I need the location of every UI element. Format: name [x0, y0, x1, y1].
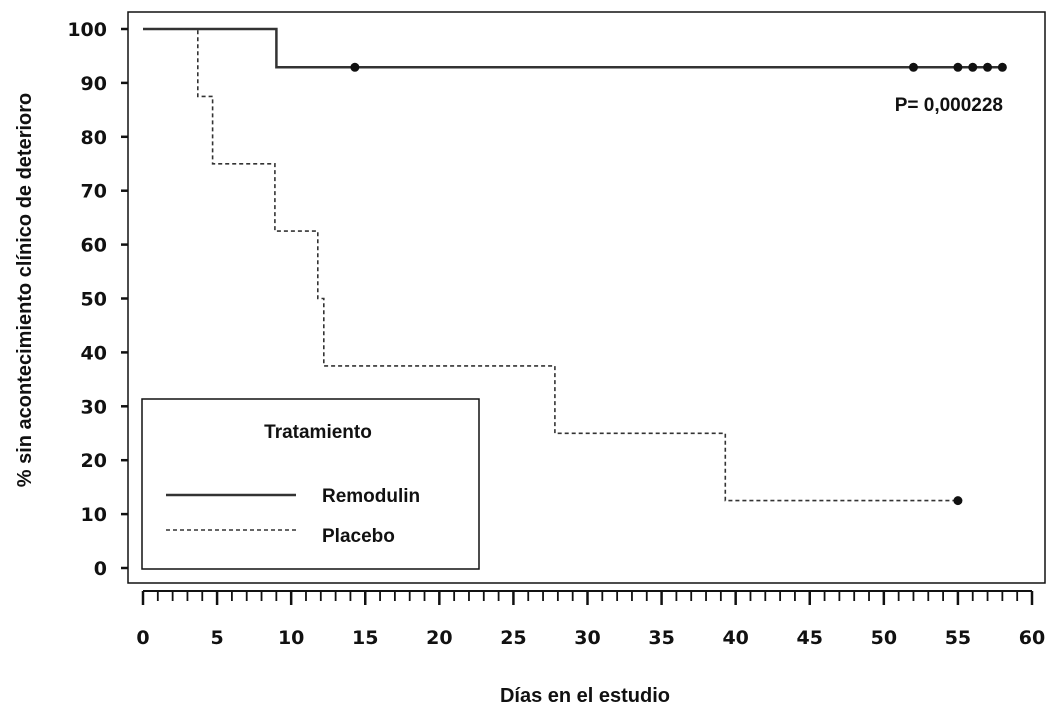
series-line-placebo [143, 28, 958, 502]
x-tick-label: 20 [426, 627, 452, 649]
x-tick-label: 40 [722, 627, 748, 649]
y-tick-label: 60 [81, 235, 107, 257]
y-tick-label: 80 [81, 127, 107, 149]
p-value-annotation: P= 0,000228 [895, 95, 1003, 116]
y-tick-label: 30 [81, 396, 107, 418]
y-tick-label: 90 [81, 73, 107, 95]
y-axis-title: % sin acontecimiento clínico de deterior… [14, 93, 36, 488]
censor-point-placebo [953, 496, 963, 506]
x-tick-label: 60 [1019, 627, 1045, 649]
y-tick-label: 40 [81, 342, 107, 364]
y-tick-label: 20 [81, 450, 107, 472]
x-tick-label: 35 [648, 627, 674, 649]
y-axis: 0 10 20 30 40 50 60 70 80 90 100 [67, 19, 128, 580]
x-tick-label: 0 [136, 627, 149, 649]
legend-title: Tratamiento [264, 422, 372, 443]
censor-point-remodulin [350, 62, 360, 72]
censor-point-remodulin [968, 62, 978, 72]
x-tick-label: 50 [871, 627, 897, 649]
censor-point-remodulin [953, 62, 963, 72]
y-tick-label: 70 [81, 181, 107, 203]
legend-label-remodulin: Remodulin [322, 486, 420, 507]
x-tick-label: 10 [278, 627, 304, 649]
y-tick-label: 10 [81, 504, 107, 526]
y-tick-label: 100 [67, 19, 107, 41]
censor-point-remodulin [908, 62, 918, 72]
legend: Tratamiento Remodulin Placebo [141, 398, 480, 570]
x-tick-label: 55 [945, 627, 971, 649]
x-tick-label: 5 [210, 627, 223, 649]
x-tick-label: 15 [352, 627, 378, 649]
x-tick-label: 25 [500, 627, 526, 649]
y-tick-label: 50 [81, 289, 107, 311]
y-tick-label: 0 [94, 558, 107, 580]
legend-label-placebo: Placebo [322, 526, 395, 547]
censor-point-remodulin [997, 62, 1007, 72]
censor-point-remodulin [983, 62, 993, 72]
series-line-remodulin [143, 27, 1003, 69]
x-tick-label: 45 [797, 627, 823, 649]
x-axis: 0 5 10 15 20 25 30 35 40 45 50 55 60 [136, 590, 1045, 649]
x-axis-title: Días en el estudio [500, 685, 670, 707]
legend-box [141, 398, 480, 570]
series-layer [143, 27, 1007, 506]
x-tick-label: 30 [574, 627, 600, 649]
